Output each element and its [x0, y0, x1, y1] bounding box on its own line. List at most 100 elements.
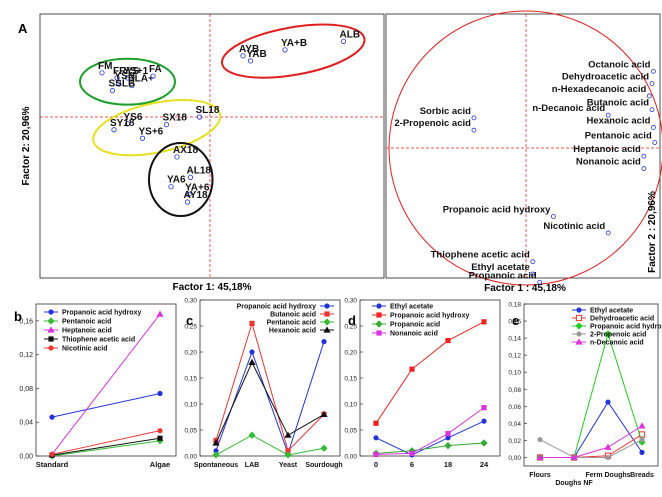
- loading-point-label: Heptanoic acid: [573, 144, 641, 155]
- series-marker: [638, 422, 646, 429]
- series-marker: [249, 320, 255, 326]
- score-point: [115, 80, 122, 86]
- loading-point: [530, 259, 536, 265]
- panel-d-label: d: [348, 313, 356, 328]
- score-point-label: YS6: [124, 112, 143, 123]
- legend-label: 2-Propenoic acid: [590, 332, 646, 339]
- series-marker: [481, 418, 487, 424]
- series-marker: [639, 436, 645, 443]
- loading-point-label: Butanoic acid: [587, 98, 649, 109]
- score-point-label: YAB: [247, 49, 267, 60]
- y-tick-label: 0,10: [184, 402, 197, 409]
- y-tick-label: 0,15: [344, 376, 357, 383]
- score-point: [163, 122, 170, 128]
- legend-label: Thiophene acetic acid: [62, 337, 135, 344]
- series-marker: [321, 339, 327, 345]
- score-point-label: YSN: [115, 71, 136, 82]
- y-tick-label: 0,20: [184, 350, 197, 357]
- y-tick-label: 0,00: [508, 455, 521, 462]
- series-line: [375, 407, 485, 455]
- y-tick-label: 0,05: [184, 428, 197, 435]
- series-marker: [409, 366, 415, 372]
- loading-point: [651, 68, 656, 74]
- score-point: [196, 114, 203, 120]
- series-line: [51, 440, 161, 457]
- score-point-label: SY18: [110, 118, 135, 129]
- loading-point-label: Ethyl acetate: [471, 262, 530, 273]
- loading-point-label: Hexanoic acid: [587, 115, 651, 126]
- score-point-label: AYB: [239, 44, 259, 55]
- x-tick-label: Doughs NF: [555, 480, 593, 487]
- y-tick-label: 0,06: [508, 404, 521, 411]
- y-tick-label: 0,18: [508, 302, 521, 309]
- legend-label: Pentanoic acid: [267, 320, 316, 327]
- loading-point: [551, 214, 556, 219]
- panel-a2-unit-circle: [388, 10, 662, 286]
- y-tick-label: 0,25: [344, 324, 357, 331]
- series-marker: [323, 326, 331, 333]
- plot-frame: [35, 303, 177, 457]
- score-point-label: AL18: [187, 165, 212, 176]
- x-tick-label: Ferm Doughs: [585, 472, 630, 479]
- score-point-label: AX18: [173, 145, 198, 156]
- score-point: [247, 58, 254, 64]
- panel-a-loading-plot: Factor 1 : 45,18% Factor 2 : 20,96% Octa…: [385, 10, 662, 294]
- score-point: [124, 121, 131, 127]
- series-line: [51, 313, 161, 455]
- series-marker: [373, 451, 379, 458]
- x-tick-label: Sourdough: [305, 462, 342, 469]
- series-marker: [480, 439, 488, 447]
- series-marker: [445, 431, 451, 437]
- legend-label: Propanoic acid hydroxy: [390, 313, 469, 320]
- series-marker: [213, 448, 219, 454]
- series-marker: [49, 451, 55, 457]
- y-tick-label: 0,00: [19, 454, 33, 461]
- panel-a2-xlabel: Factor 1 : 45,18%: [484, 283, 566, 294]
- series-marker: [605, 399, 611, 405]
- series-marker: [575, 338, 583, 345]
- y-tick-label: 0,04: [508, 421, 521, 428]
- group-ellipse: [220, 23, 366, 79]
- series-marker: [373, 420, 379, 426]
- series-marker: [48, 345, 54, 351]
- series-marker: [376, 312, 382, 318]
- series-marker: [212, 451, 220, 459]
- legend-label: Nonanoic acid: [390, 331, 438, 338]
- score-point-label: AY18: [184, 190, 209, 201]
- x-tick-label: 18: [444, 460, 452, 469]
- score-point-label: YA+6: [185, 182, 210, 193]
- loading-point: [651, 125, 656, 130]
- series-marker: [285, 448, 291, 454]
- series-marker: [376, 303, 382, 309]
- y-tick-label: 0,16: [508, 319, 521, 326]
- series-line: [540, 401, 643, 458]
- legend-label: Ethyl acetate: [590, 308, 633, 315]
- score-point: [184, 199, 191, 205]
- loading-point-label: Propanoic acid: [469, 270, 537, 281]
- series-marker: [445, 337, 451, 344]
- plot-frame: [523, 303, 659, 467]
- series-marker: [537, 436, 543, 443]
- score-point-label: FA: [149, 64, 162, 75]
- score-point: [124, 75, 131, 81]
- loading-point: [537, 279, 543, 285]
- series-marker: [376, 330, 382, 336]
- series-marker: [576, 331, 582, 337]
- series-marker: [284, 451, 292, 459]
- score-point: [240, 53, 246, 59]
- series-line: [51, 437, 161, 456]
- loading-point: [649, 81, 655, 87]
- loading-point: [471, 127, 477, 133]
- x-tick-label: LAB: [245, 462, 259, 469]
- x-tick-label: Flours: [529, 472, 550, 479]
- y-tick-label: 0,25: [184, 324, 197, 331]
- legend-label: n-Decanoic acid: [590, 340, 644, 347]
- legend-label: Heptanoic acid: [62, 328, 112, 335]
- panel-c-label: c: [186, 313, 193, 328]
- y-tick-label: 0,30: [344, 298, 357, 305]
- y-tick-label: 0,04: [19, 420, 33, 427]
- panel-a2-ylabel: Factor 2 : 20,96%: [647, 191, 658, 273]
- series-marker: [604, 330, 612, 338]
- x-tick-label: Algae: [150, 460, 170, 469]
- panel-a-ylabel: Factor 2: 20,96%: [21, 106, 32, 185]
